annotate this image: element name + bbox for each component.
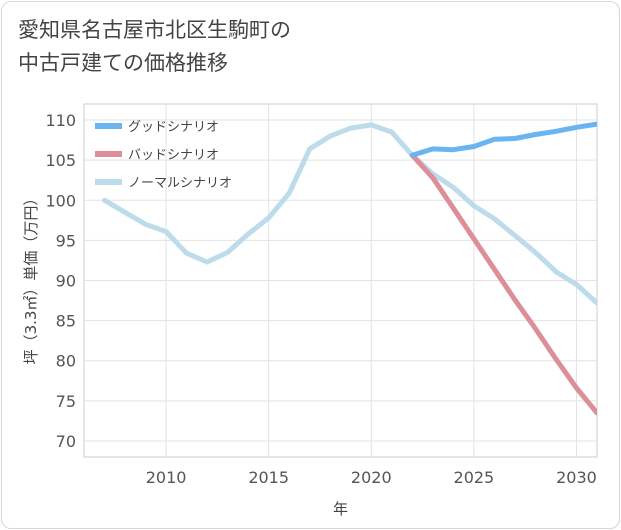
x-tick-label: 2025	[454, 468, 495, 487]
series-line-1	[409, 152, 597, 416]
y-tick-label: 70	[56, 432, 76, 451]
y-axis-ticks: 70 75 80 85 90 95 100 105 110	[45, 111, 76, 451]
x-axis-ticks: 2010 2015 2020 2025 2030	[146, 468, 597, 487]
y-tick-label: 95	[56, 231, 76, 250]
y-tick-label: 75	[56, 392, 76, 411]
x-tick-label: 2020	[351, 468, 392, 487]
chart-title: 愛知県名古屋市北区生駒町の 中古戸建ての価格推移	[18, 14, 291, 80]
y-tick-label: 80	[56, 352, 76, 371]
chart-title-line-2: 中古戸建ての価格推移	[18, 51, 228, 75]
y-axis-title: 坪（3.3㎡）単価（万円）	[22, 191, 40, 365]
legend-label-2: ノーマルシナリオ	[128, 176, 232, 191]
legend-label-1: バッドシナリオ	[128, 148, 219, 163]
x-tick-label: 2030	[556, 468, 597, 487]
chart-title-line-1: 愛知県名古屋市北区生駒町の	[18, 18, 291, 42]
x-tick-label: 2010	[146, 468, 187, 487]
x-tick-label: 2015	[248, 468, 289, 487]
y-tick-label: 90	[56, 272, 76, 291]
y-tick-label: 105	[45, 151, 76, 170]
y-tick-label: 110	[45, 111, 76, 130]
series-lines	[102, 121, 597, 416]
series-line-0	[409, 121, 597, 158]
legend-label-0: グッドシナリオ	[128, 120, 219, 135]
x-axis-title: 年	[333, 500, 348, 518]
y-tick-label: 100	[45, 191, 76, 210]
y-tick-label: 85	[56, 312, 76, 331]
series-line-2	[102, 122, 597, 306]
grid-lines	[84, 104, 597, 457]
